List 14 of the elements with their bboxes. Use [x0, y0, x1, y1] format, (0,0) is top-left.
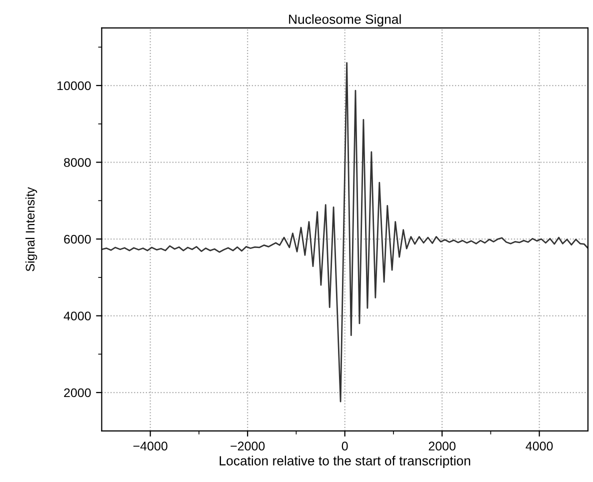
x-tick-label: 2000 [428, 442, 456, 451]
y-tick-label: 2000 [64, 388, 91, 398]
y-tick-label: 8000 [64, 158, 91, 167]
x-axis-title: Location relative to the start of transcription [220, 456, 470, 468]
x-tick-label: −2000 [230, 442, 265, 451]
line-series [102, 62, 588, 402]
y-tick-label: 10000 [57, 81, 91, 90]
y-tick-label: 6000 [64, 234, 91, 244]
y-tick-label: 4000 [64, 312, 91, 320]
y-axis-title: Signal Intensity [25, 187, 38, 272]
x-tick-label: −4000 [133, 442, 168, 451]
chart-title: Nucleosome Signal [289, 14, 401, 27]
x-tick-label: 0 [342, 442, 348, 451]
x-tick-label: 4000 [526, 442, 553, 451]
